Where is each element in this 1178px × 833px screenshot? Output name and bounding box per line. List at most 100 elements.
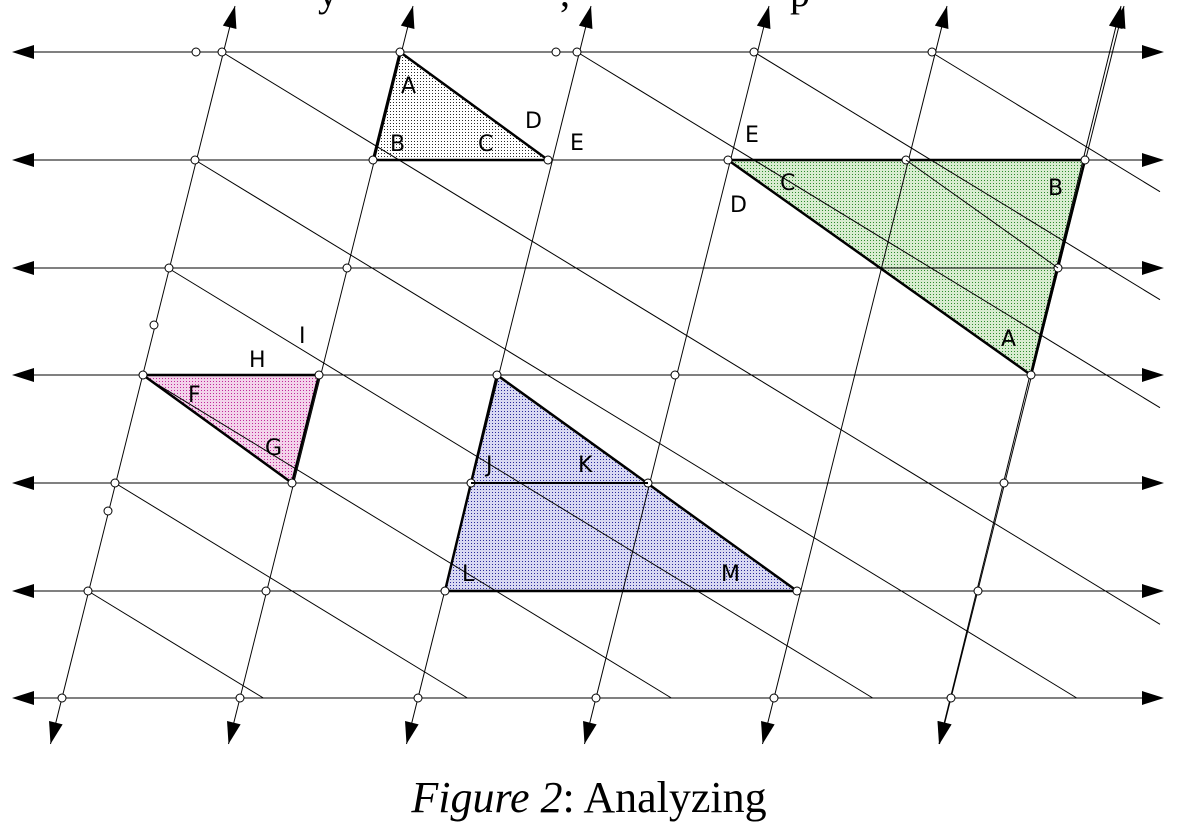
lattice-point [1026,370,1036,380]
lattice-point [83,586,93,596]
label-gray-a: A [401,74,416,99]
arrowhead [1142,153,1164,167]
arrowhead [12,691,34,705]
label-gray-b: B [390,132,405,157]
arrowhead [12,261,34,275]
arrowhead [12,584,34,598]
arrowhead [1142,476,1164,490]
lattice-point [287,478,297,488]
lattice-point [103,506,113,516]
lattice-line [753,51,1161,301]
lattice-point [440,586,450,596]
lattice-point [591,693,601,703]
lattice-point [1080,155,1090,165]
lattice-point [749,47,759,57]
lattice-line [221,51,1161,625]
arrowhead [405,720,419,744]
lattice-point [217,47,227,57]
lattice-point [543,155,553,165]
lattice-point [413,693,423,703]
label-blue-m: M [721,562,740,587]
lattice-point [190,155,200,165]
lattice-point [551,47,561,57]
lattice-line [762,5,948,745]
arrowhead [1142,45,1164,59]
lattice-point [492,370,502,380]
lattice-point [164,263,174,273]
label-green-a: A [1001,327,1016,352]
lattice-point [368,155,378,165]
lattice-line [141,374,672,699]
arrowhead [761,720,775,744]
arrowhead [937,720,952,744]
lattice-point [999,478,1009,488]
lattice-point [395,47,405,57]
header-fragment-2: , [560,0,570,15]
lattice-point [191,47,201,57]
header-fragment-3: p [790,0,810,15]
lattice-point [261,586,271,596]
segment-green-inner [905,159,1059,269]
label-green-e: E [745,123,759,148]
arrowhead [12,153,34,167]
arrowhead [1142,691,1164,705]
arrowhead [400,6,415,30]
lattice-line [194,159,1077,699]
arrowhead [12,368,34,382]
label-gray-c: C [478,132,493,157]
lattice-point [572,47,582,57]
arrowhead [227,720,241,744]
lattice-point [235,693,245,703]
lattice-point [723,155,733,165]
label-pink-f: F [188,383,201,408]
arrowhead [12,476,34,490]
figure-caption: Figure 2: Analyzing [0,776,1178,820]
arrowhead [934,6,949,30]
arrowhead [12,45,34,59]
lattice-line [87,590,264,699]
arrowhead [756,6,771,30]
lattice-arrowheads [12,6,1164,744]
lattice-line [114,482,468,699]
lattice-point [110,478,120,488]
lattice-line [930,51,1161,193]
lattice-point [670,370,680,380]
arrowhead [1142,261,1164,275]
label-blue-j: J [484,453,493,478]
lattice-point [769,693,779,703]
lattice-point [138,370,148,380]
label-blue-k: K [578,453,593,478]
arrowhead [1142,368,1164,382]
caption-separator: : [562,773,575,822]
lattice-point [314,370,324,380]
lattice-point [57,693,67,703]
arrowhead [1108,6,1123,30]
label-pink-h: H [249,348,266,373]
lattice-point [946,693,956,703]
arrowhead [1142,584,1164,598]
label-green-c: C [780,171,795,196]
lattice-point [973,586,983,596]
lattice-point [792,586,802,596]
label-gray-d: D [525,109,542,134]
lattice-point [342,263,352,273]
label-blue-l: L [462,562,475,587]
arrowhead [583,720,597,744]
arrowhead [222,6,237,30]
lattice-point [149,320,159,330]
lattice-lines [14,5,1162,745]
label-pink-i: I [299,324,306,349]
header-fragment-1: y [318,0,338,15]
lattice-line [576,51,1161,409]
label-green-d: D [730,193,747,218]
lattice-points [57,47,1090,703]
arrowhead [49,720,63,744]
label-green-b: B [1048,176,1063,201]
arrowhead [578,6,593,30]
label-gray-e: E [570,131,584,156]
caption-figure-number: Figure 2 [411,773,563,822]
label-pink-g: G [265,436,282,461]
caption-text: Analyzing [583,773,767,822]
lattice-point [927,47,937,57]
